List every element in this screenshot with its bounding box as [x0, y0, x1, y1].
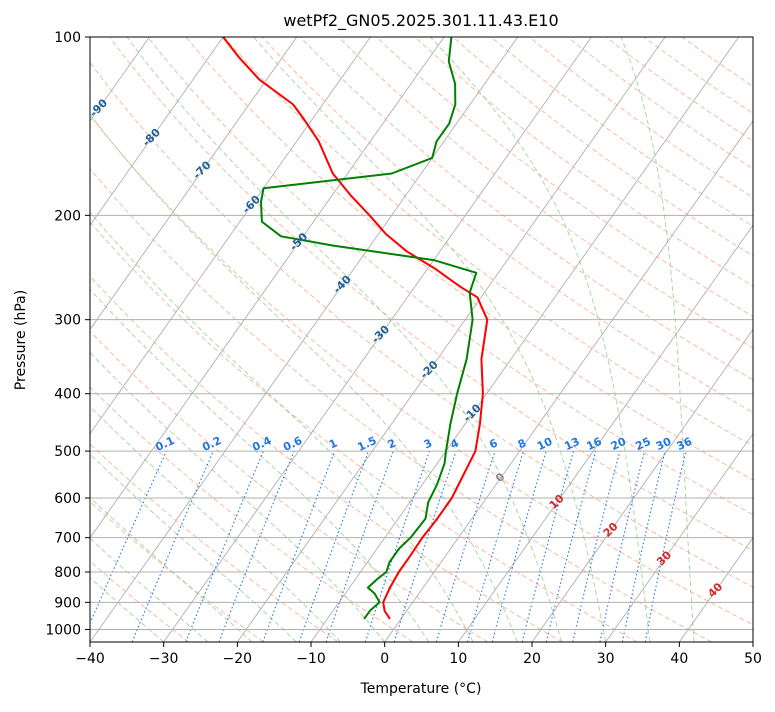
y-tick-label: 600	[54, 491, 81, 507]
y-tick-label: 800	[54, 565, 81, 581]
x-tick-label: 40	[670, 651, 688, 667]
y-tick-label: 200	[54, 208, 81, 224]
y-tick-label: 900	[54, 595, 81, 611]
y-tick-label: 400	[54, 387, 81, 403]
x-tick-label: −10	[296, 651, 326, 667]
x-tick-label: 50	[744, 651, 762, 667]
y-axis-label: Pressure (hPa)	[13, 290, 29, 390]
y-tick-label: 100	[54, 30, 81, 46]
x-tick-label: 20	[523, 651, 541, 667]
y-tick-label: 500	[54, 444, 81, 460]
x-tick-label: 30	[597, 651, 615, 667]
x-tick-label: 10	[449, 651, 467, 667]
x-tick-label: 0	[380, 651, 389, 667]
x-tick-label: −40	[75, 651, 105, 667]
x-axis-label: Temperature (°C)	[360, 681, 482, 697]
x-tick-label: −30	[149, 651, 179, 667]
chart-title: wetPf2_GN05.2025.301.11.43.E10	[283, 11, 558, 31]
x-tick-label: −20	[223, 651, 253, 667]
y-tick-label: 300	[54, 313, 81, 329]
y-tick-label: 1000	[45, 622, 81, 638]
y-tick-label: 700	[54, 531, 81, 547]
